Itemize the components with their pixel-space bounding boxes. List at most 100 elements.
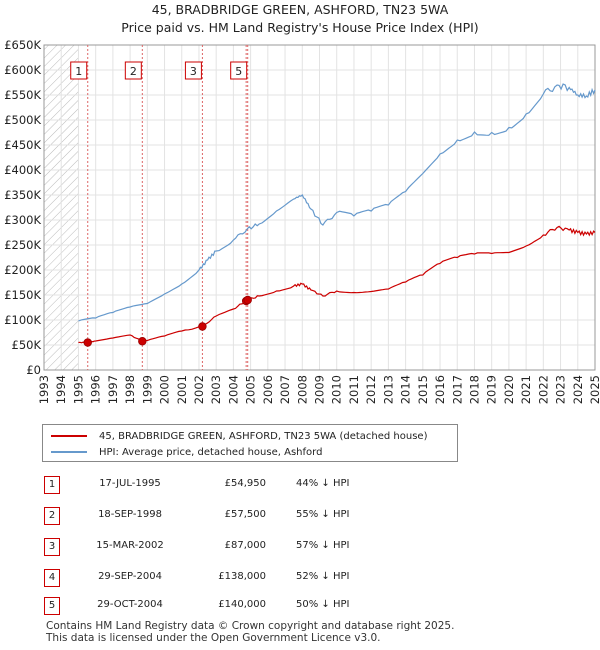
x-tick-label: 2016: [433, 375, 447, 404]
sale-marker-label: 2: [130, 65, 137, 78]
sale-date: 29-OCT-2004: [97, 599, 163, 610]
hpi-line: [78, 83, 596, 322]
x-tick-label: 2001: [175, 375, 189, 404]
x-tick-label: 2020: [502, 375, 516, 404]
y-tick-label: £300K: [4, 213, 41, 227]
y-tick-label: £200K: [4, 263, 41, 277]
x-tick-label: 2003: [209, 375, 223, 404]
sale-hpi-diff: 52% ↓ HPI: [296, 571, 350, 582]
legend-swatch-property: [51, 435, 87, 437]
y-tick-label: £550K: [4, 88, 41, 102]
x-tick-label: 2006: [261, 375, 275, 404]
x-tick-label: 2011: [347, 375, 361, 404]
x-tick-label: 2008: [295, 375, 309, 404]
x-tick-label: 1997: [106, 375, 120, 404]
x-tick-label: 2010: [330, 375, 344, 404]
sale-point: [83, 338, 92, 347]
x-tick-label: 2024: [571, 375, 585, 404]
sale-hpi-diff: 50% ↓ HPI: [296, 599, 350, 610]
sale-marker-box: [230, 61, 248, 80]
x-tick-label: 1994: [54, 375, 68, 404]
sale-marker-label: 5: [235, 65, 242, 78]
legend-label-property: 45, BRADBRIDGE GREEN, ASHFORD, TN23 5WA …: [99, 430, 428, 442]
price-chart: £0 £50K £100K £150K £200K £250K £300K £350K £400…: [4, 38, 600, 404]
x-tick-label: 2018: [467, 375, 481, 404]
sale-date: 29-SEP-2004: [98, 571, 162, 582]
legend-label-hpi: HPI: Average price, detached house, Ashf…: [99, 446, 323, 458]
sale-number-badge: 4: [44, 569, 60, 587]
sale-number-badge: 5: [44, 597, 60, 615]
sale-price: £87,000: [224, 540, 266, 551]
sale-point: [243, 295, 252, 305]
sale-price: £138,000: [218, 571, 266, 582]
sales-table-row: 3 15-MAR-2002 £87,000 57% ↓ HPI: [0, 538, 600, 558]
y-tick-label: £250K: [4, 238, 41, 252]
sale-hpi-diff: 57% ↓ HPI: [296, 540, 350, 551]
y-tick-label: £650K: [4, 38, 41, 52]
x-tick-label: 2004: [226, 375, 240, 404]
sale-price: £54,950: [224, 478, 266, 489]
sales-table-row: 1 17-JUL-1995 £54,950 44% ↓ HPI: [0, 476, 600, 496]
y-tick-label: £500K: [4, 113, 41, 127]
plot-border: [43, 44, 596, 371]
x-tick-label: 1993: [37, 375, 51, 404]
sale-date: 17-JUL-1995: [99, 478, 161, 489]
x-tick-label: 2013: [381, 375, 395, 404]
footer: Contains HM Land Registry data © Crown c…: [46, 620, 454, 644]
x-tick-label: 2023: [554, 375, 568, 404]
x-tick-label: 2015: [416, 375, 430, 404]
x-tick-label: 2022: [536, 375, 550, 404]
legend-item-hpi: HPI: Average price, detached house, Ashf…: [51, 445, 322, 459]
sale-point: [198, 322, 207, 331]
sale-marker-box: [124, 61, 142, 80]
sale-marker-label: 1: [75, 65, 82, 78]
y-tick-label: £350K: [4, 188, 41, 202]
legend: 45, BRADBRIDGE GREEN, ASHFORD, TN23 5WA …: [42, 424, 458, 462]
sale-marker-box: [70, 61, 88, 80]
x-tick-label: 2005: [244, 375, 258, 404]
property-price-line: [78, 225, 596, 344]
x-tick-label: 2021: [519, 375, 533, 404]
x-tick-label: 1998: [123, 375, 137, 404]
legend-swatch-hpi: [51, 451, 87, 453]
sale-number-badge: 1: [44, 476, 60, 494]
x-tick-label: 2000: [158, 375, 172, 404]
sale-date: 18-SEP-1998: [98, 509, 162, 520]
sale-marker-box: [184, 61, 202, 80]
chart-subtitle: Price paid vs. HM Land Registry's House …: [121, 20, 479, 35]
footer-copyright: Contains HM Land Registry data © Crown c…: [46, 620, 455, 632]
y-tick-label: £450K: [4, 138, 41, 152]
legend-item-property: 45, BRADBRIDGE GREEN, ASHFORD, TN23 5WA …: [51, 429, 427, 443]
x-tick-label: 2019: [485, 375, 499, 404]
chart-title: 45, BRADBRIDGE GREEN, ASHFORD, TN23 5WA: [151, 2, 449, 17]
x-tick-label: 1996: [89, 375, 103, 404]
sales-table-row: 5 29-OCT-2004 £140,000 50% ↓ HPI: [0, 597, 600, 617]
y-tick-label: £150K: [4, 288, 41, 302]
sale-hpi-diff: 44% ↓ HPI: [296, 478, 350, 489]
sale-price: £140,000: [218, 599, 266, 610]
x-tick-label: 1999: [140, 375, 154, 404]
sale-price: £57,500: [224, 509, 266, 520]
x-tick-label: 2014: [399, 375, 413, 404]
x-tick-label: 2012: [364, 375, 378, 404]
sale-number-badge: 2: [44, 507, 60, 525]
footer-licence: This data is licensed under the Open Gov…: [46, 632, 381, 644]
y-tick-label: £100K: [4, 313, 41, 327]
x-tick-label: 1995: [71, 375, 85, 404]
y-tick-label: £0: [26, 363, 41, 377]
x-tick-label: 2002: [192, 375, 206, 404]
sale-date: 15-MAR-2002: [96, 540, 164, 551]
y-tick-label: £600K: [4, 63, 41, 77]
sale-hpi-diff: 55% ↓ HPI: [296, 509, 350, 520]
x-tick-label: 2017: [450, 375, 464, 404]
x-tick-label: 2007: [278, 375, 292, 404]
sales-table-row: 2 18-SEP-1998 £57,500 55% ↓ HPI: [0, 507, 600, 527]
x-tick-label: 2009: [313, 375, 327, 404]
y-tick-label: £400K: [4, 163, 41, 177]
sale-marker-label: 3: [190, 65, 197, 78]
sale-point: [138, 337, 147, 346]
x-tick-label: 2025: [588, 375, 600, 404]
sales-table-row: 4 29-SEP-2004 £138,000 52% ↓ HPI: [0, 569, 600, 589]
y-tick-label: £50K: [12, 338, 42, 352]
sale-number-badge: 3: [44, 538, 60, 556]
